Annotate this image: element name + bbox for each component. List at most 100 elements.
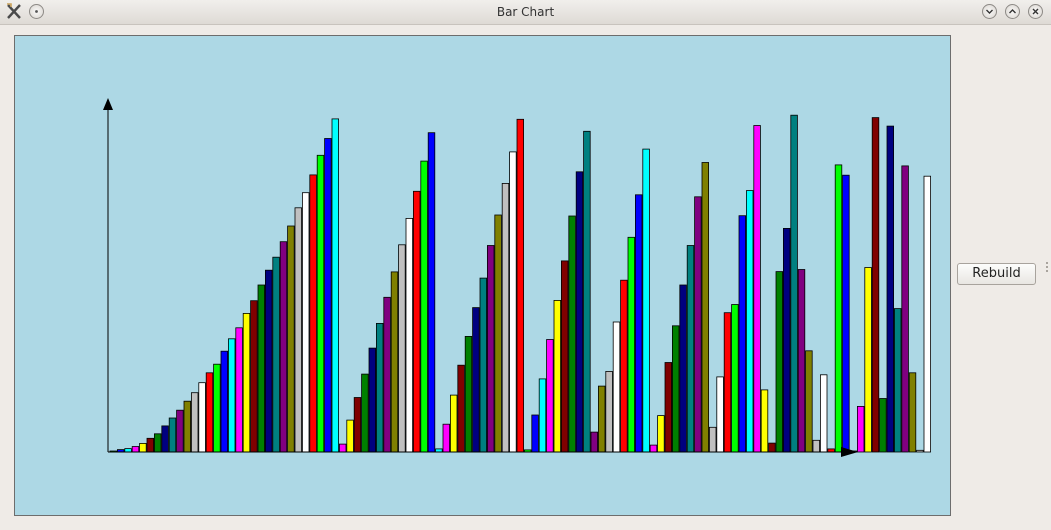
bar-18 [235, 327, 243, 453]
bar-27 [301, 192, 310, 453]
bar-63 [568, 215, 576, 453]
bar-51 [479, 277, 487, 453]
bar-59 [538, 378, 547, 453]
bar-6 [146, 437, 154, 453]
bar-82 [709, 426, 717, 453]
bar-22 [264, 269, 273, 453]
bar-37 [375, 322, 384, 453]
bar-61 [553, 299, 561, 453]
bar-80 [694, 196, 702, 453]
bar-19 [242, 312, 251, 453]
bar-32 [338, 443, 347, 453]
bar-104 [871, 117, 880, 453]
x-axis-arrow-icon [841, 447, 858, 457]
bar-76 [664, 362, 672, 453]
bar-20 [250, 300, 258, 453]
bar-54 [501, 182, 510, 453]
bar-7 [153, 433, 162, 453]
bar-46 [442, 423, 450, 453]
bar-73 [642, 148, 650, 453]
bar-50 [472, 307, 480, 453]
bar-88 [753, 125, 761, 453]
bar-34 [353, 397, 362, 453]
bar-85 [731, 304, 739, 453]
bar-10 [176, 409, 184, 453]
bar-97 [820, 374, 828, 453]
bar-47 [449, 394, 458, 453]
bar-42 [412, 190, 421, 453]
bar-93 [790, 114, 798, 453]
bar-111 [923, 175, 931, 453]
bar-41 [405, 217, 413, 453]
bar-58 [531, 414, 539, 453]
bar-35 [361, 373, 369, 453]
bar-81 [701, 162, 709, 453]
bar-108 [901, 165, 909, 453]
bar-62 [561, 260, 569, 453]
bar-24 [279, 241, 288, 453]
bar-90 [768, 442, 776, 453]
bar-8 [161, 425, 169, 453]
bar-107 [894, 308, 902, 453]
bar-16 [220, 350, 228, 453]
bar-66 [590, 431, 598, 453]
bar-75 [657, 415, 665, 453]
app-icon [7, 3, 21, 19]
bar-44 [427, 132, 436, 453]
bar-102 [857, 405, 865, 453]
bar-31 [331, 118, 339, 453]
maximize-icon[interactable] [1005, 4, 1020, 19]
bar-89 [760, 389, 769, 453]
bar-69 [612, 321, 621, 453]
bar-83 [716, 376, 724, 453]
bar-53 [494, 214, 502, 453]
bar-106 [886, 125, 894, 453]
window-menu-icon[interactable] [29, 4, 44, 19]
bar-48 [457, 364, 465, 453]
bar-11 [183, 400, 191, 453]
bar-39 [390, 271, 399, 453]
bar-36 [368, 347, 376, 453]
bar-65 [583, 130, 591, 453]
bar-40 [398, 244, 406, 453]
bar-103 [864, 267, 872, 453]
bar-92 [783, 227, 791, 453]
bar-55 [509, 151, 517, 453]
y-axis-arrow-icon [103, 98, 113, 110]
bar-71 [627, 236, 635, 453]
bar-74 [649, 444, 658, 453]
bar-78 [679, 284, 687, 453]
bar-43 [420, 160, 428, 453]
bar-109 [908, 372, 917, 453]
bars-group [109, 114, 931, 453]
bar-49 [464, 335, 473, 453]
bar-12 [190, 392, 199, 453]
splitter-handle[interactable] [1046, 262, 1050, 272]
bar-56 [516, 118, 524, 453]
bar-94 [797, 269, 806, 453]
close-icon[interactable] [1028, 4, 1043, 19]
bar-25 [287, 225, 295, 453]
bar-chart [103, 98, 931, 457]
bar-21 [257, 284, 265, 453]
bar-38 [383, 296, 391, 453]
bar-3 [124, 448, 132, 453]
bar-79 [686, 245, 695, 453]
bar-84 [723, 312, 732, 453]
bar-15 [213, 363, 221, 453]
minimize-icon[interactable] [982, 4, 997, 19]
bar-23 [272, 256, 280, 453]
bar-33 [346, 419, 354, 453]
bar-chart-canvas [14, 35, 951, 516]
bar-64 [575, 171, 584, 453]
bar-105 [879, 398, 887, 453]
bar-29 [316, 154, 325, 453]
bar-60 [546, 339, 554, 453]
bar-70 [620, 279, 628, 453]
bar-72 [635, 194, 643, 453]
bar-110 [916, 449, 924, 453]
rebuild-button[interactable]: Rebuild [957, 263, 1036, 285]
bar-100 [842, 174, 850, 453]
bar-13 [198, 382, 206, 453]
bar-17 [227, 338, 236, 453]
